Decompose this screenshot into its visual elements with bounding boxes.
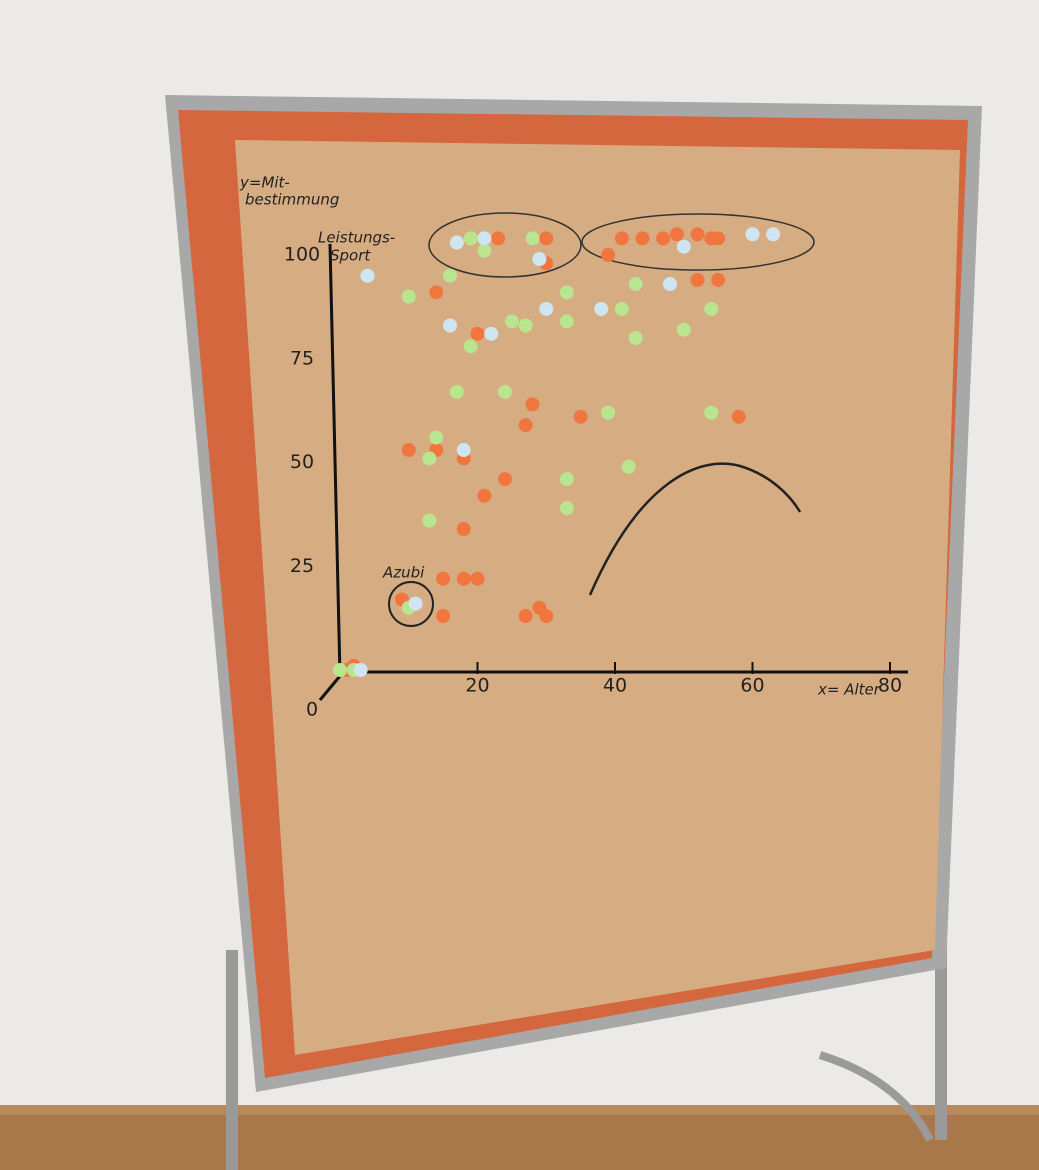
x-tick-label: 80 bbox=[878, 675, 902, 697]
sticker-dot bbox=[457, 522, 471, 536]
y-tick-label: 100 bbox=[284, 244, 320, 266]
sticker-dot bbox=[560, 501, 574, 515]
sticker-dot bbox=[450, 385, 464, 399]
sticker-dot bbox=[732, 410, 746, 424]
sticker-dot bbox=[574, 410, 588, 424]
sticker-dot bbox=[436, 609, 450, 623]
sticker-dot bbox=[677, 323, 691, 337]
sticker-dot bbox=[422, 451, 436, 465]
sticker-dot bbox=[622, 460, 636, 474]
paper bbox=[235, 140, 960, 1055]
sticker-dot bbox=[560, 472, 574, 486]
sticker-dot bbox=[746, 227, 760, 241]
sticker-dot bbox=[498, 385, 512, 399]
annotation: Sport bbox=[330, 247, 371, 265]
sticker-dot bbox=[711, 273, 725, 287]
sticker-dot bbox=[677, 240, 691, 254]
sticker-dot bbox=[519, 609, 533, 623]
y-tick-label: 25 bbox=[290, 555, 314, 577]
page: y=Mit- bestimmung Leistungs- Sport Azubi… bbox=[0, 0, 1039, 1170]
sticker-dot bbox=[457, 443, 471, 457]
sticker-dot bbox=[498, 472, 512, 486]
sticker-dot bbox=[704, 406, 718, 420]
sticker-dot bbox=[601, 406, 615, 420]
annotation: Azubi bbox=[382, 564, 425, 582]
sticker-dot bbox=[471, 572, 485, 586]
sticker-dot bbox=[766, 227, 780, 241]
sticker-dot bbox=[636, 231, 650, 245]
sticker-dot bbox=[457, 572, 471, 586]
sticker-dot bbox=[491, 231, 505, 245]
sticker-dot bbox=[519, 319, 533, 333]
sticker-dot bbox=[526, 397, 540, 411]
sticker-dot bbox=[560, 314, 574, 328]
sticker-dot bbox=[519, 418, 533, 432]
sticker-dot bbox=[402, 443, 416, 457]
y-tick-label: 50 bbox=[290, 451, 314, 473]
sticker-dot bbox=[704, 302, 718, 316]
sticker-dot bbox=[429, 431, 443, 445]
sticker-dot bbox=[691, 227, 705, 241]
sticker-dot bbox=[656, 231, 670, 245]
sticker-dot bbox=[670, 227, 684, 241]
sticker-dot bbox=[477, 489, 491, 503]
sticker-dot bbox=[601, 248, 615, 262]
photo: y=Mit- bestimmung Leistungs- Sport Azubi… bbox=[0, 0, 1039, 1170]
sticker-dot bbox=[539, 302, 553, 316]
annotation: Leistungs- bbox=[318, 229, 395, 247]
sticker-dot bbox=[429, 285, 443, 299]
sticker-dot bbox=[471, 327, 485, 341]
y-tick-label: 75 bbox=[290, 347, 314, 369]
sticker-dot bbox=[464, 339, 478, 353]
sticker-dot bbox=[464, 231, 478, 245]
sticker-dot bbox=[526, 231, 540, 245]
sticker-dot bbox=[594, 302, 608, 316]
sticker-dot bbox=[422, 514, 436, 528]
sticker-dot bbox=[443, 269, 457, 283]
sticker-dot bbox=[505, 314, 519, 328]
sticker-dot bbox=[663, 277, 677, 291]
sticker-dot bbox=[409, 597, 423, 611]
sticker-dot bbox=[629, 277, 643, 291]
sticker-dot bbox=[354, 663, 368, 677]
sticker-dot bbox=[532, 252, 546, 266]
sticker-dot bbox=[484, 327, 498, 341]
sticker-dot bbox=[711, 231, 725, 245]
sticker-dot bbox=[402, 290, 416, 304]
x-label: x= Alter bbox=[817, 681, 881, 699]
y-tick-label: 0 bbox=[306, 699, 318, 721]
x-tick-label: 60 bbox=[740, 675, 764, 697]
sticker-dot bbox=[539, 609, 553, 623]
sticker-dot bbox=[560, 285, 574, 299]
y-label: y=Mit- bbox=[239, 174, 290, 192]
sticker-dot bbox=[615, 302, 629, 316]
y-label: bestimmung bbox=[245, 191, 339, 209]
sticker-dot bbox=[436, 572, 450, 586]
sticker-dot bbox=[443, 319, 457, 333]
sticker-dot bbox=[477, 231, 491, 245]
sticker-dot bbox=[539, 231, 553, 245]
leg bbox=[226, 950, 238, 1170]
sticker-dot bbox=[361, 269, 375, 283]
sticker-dot bbox=[450, 236, 464, 250]
sticker-dot bbox=[333, 663, 347, 677]
sticker-dot bbox=[629, 331, 643, 345]
sticker-dot bbox=[615, 231, 629, 245]
x-tick-label: 20 bbox=[465, 675, 489, 697]
baseboard bbox=[0, 1105, 1039, 1115]
sticker-dot bbox=[477, 244, 491, 258]
sticker-dot bbox=[691, 273, 705, 287]
x-tick-label: 40 bbox=[603, 675, 627, 697]
